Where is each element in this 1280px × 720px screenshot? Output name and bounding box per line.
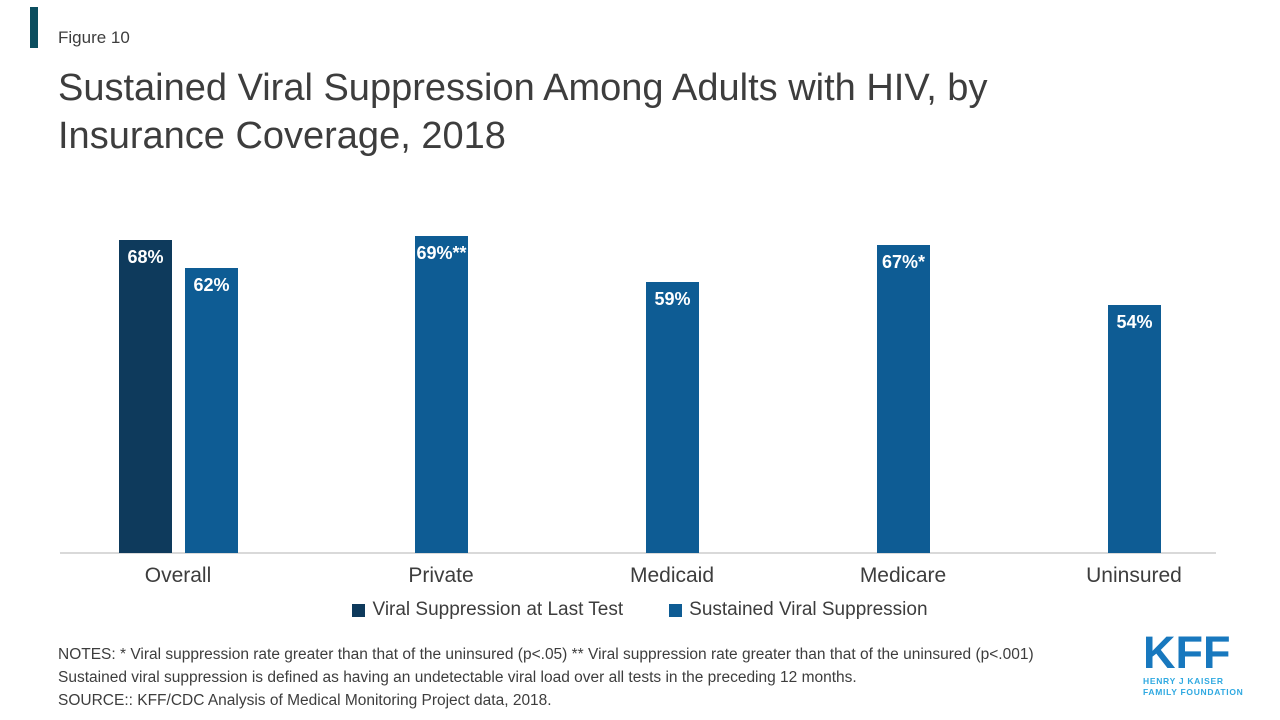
bar-value-label: 67%*	[881, 252, 926, 272]
kff-tagline-line-1: HENRY J KAISER	[1143, 676, 1224, 686]
page-title-line-1: Sustained Viral Suppression Among Adults…	[58, 67, 988, 109]
figure-number-label: Figure 10	[58, 28, 130, 47]
legend-item-0: Viral Suppression at Last Test	[352, 599, 623, 621]
x-axis-label-medicare: Medicare	[859, 564, 947, 587]
kff-logo: KFF HENRY J KAISER FAMILY FOUNDATION	[1143, 627, 1263, 697]
bar-value-label: 68%	[127, 247, 164, 267]
legend: Viral Suppression at Last Test Sustained …	[0, 599, 1280, 621]
notes-block: NOTES: * Viral suppression rate greater …	[58, 643, 1034, 712]
bar-overall-series-0: 68%	[119, 240, 172, 553]
legend-label: Sustained Viral Suppression	[689, 599, 928, 620]
legend-label: Viral Suppression at Last Test	[372, 599, 624, 620]
legend-item-1: Sustained Viral Suppression	[669, 599, 928, 621]
bar-uninsured-series-1: 54%	[1108, 305, 1161, 553]
bar-value-label: 59%	[654, 289, 691, 309]
notes-line-2: Sustained viral suppression is defined a…	[58, 669, 857, 686]
bar-value-label: 62%	[193, 275, 230, 295]
source-line: SOURCE:: KFF/CDC Analysis of Medical Mon…	[58, 692, 552, 709]
x-axis-label-overall: Overall	[144, 564, 212, 587]
x-axis-label-medicaid: Medicaid	[629, 564, 715, 587]
notes-line-1: NOTES: * Viral suppression rate greater …	[58, 646, 1034, 663]
page-title: Sustained Viral Suppression Among Adults…	[58, 64, 987, 160]
bar-medicare-series-1: 67%*	[877, 245, 930, 553]
x-axis-label-private: Private	[408, 564, 474, 587]
bar-private-series-1: 69%**	[415, 236, 468, 553]
x-axis-label-uninsured: Uninsured	[1086, 564, 1182, 587]
kff-logo-wordmark: KFF	[1143, 627, 1231, 678]
kff-accent-bar	[30, 7, 38, 48]
x-axis-line	[60, 552, 1216, 554]
kff-tagline-line-2: FAMILY FOUNDATION	[1143, 686, 1244, 697]
page-title-line-2: Insurance Coverage, 2018	[58, 115, 506, 157]
bar-medicaid-series-1: 59%	[646, 282, 699, 553]
kff-logo-tagline: HENRY J KAISER FAMILY FOUNDATION	[1143, 676, 1263, 697]
bar-overall-series-1: 62%	[185, 268, 238, 553]
legend-swatch-icon	[669, 604, 683, 617]
bar-value-label: 54%	[1116, 312, 1153, 332]
bar-value-label: 69%**	[416, 243, 467, 263]
legend-swatch-icon	[352, 604, 366, 617]
